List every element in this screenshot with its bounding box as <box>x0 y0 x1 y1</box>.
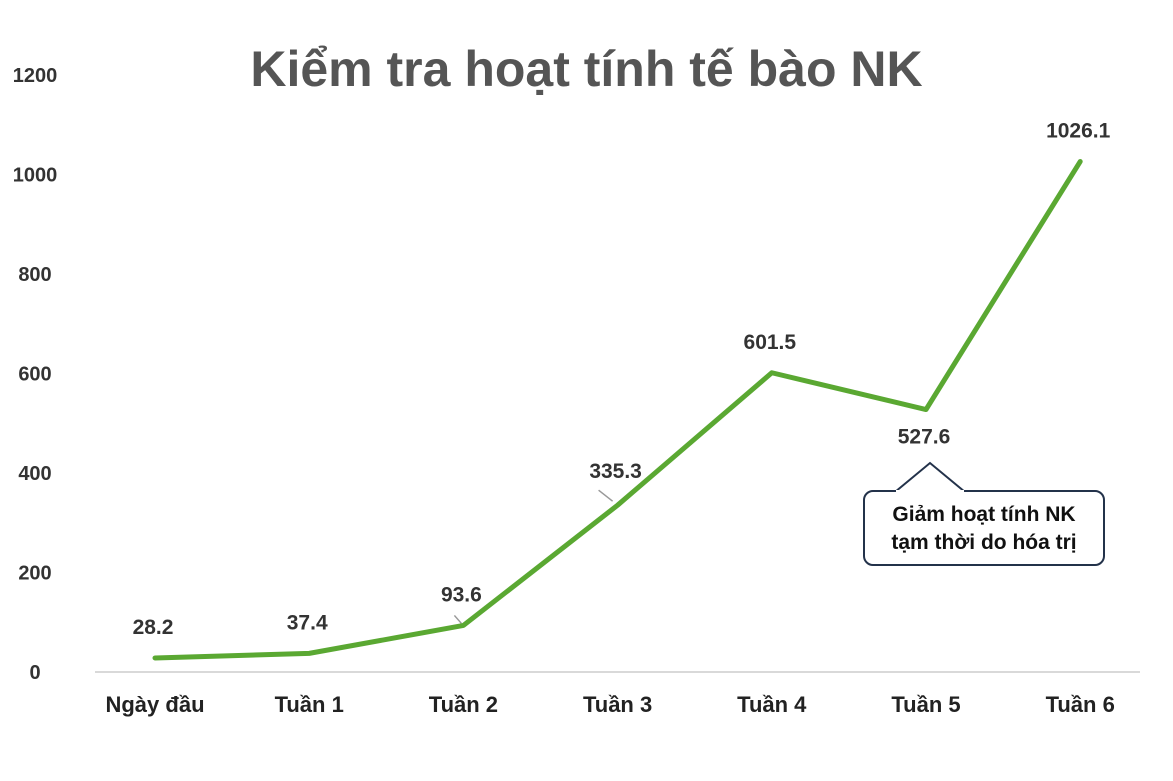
data-label: 37.4 <box>287 611 328 634</box>
x-tick-label: Tuần 4 <box>737 692 807 717</box>
data-label: 93.6 <box>441 583 482 606</box>
y-tick-label: 1000 <box>13 165 58 187</box>
leader-line <box>598 489 614 502</box>
annotation-callout: Giảm hoạt tính NK tạm thời do hóa trị <box>863 490 1105 566</box>
x-tick-label: Tuần 6 <box>1046 692 1115 717</box>
annotation-line-1: Giảm hoạt tính NK <box>892 503 1076 526</box>
y-tick-label: 800 <box>18 264 51 286</box>
x-tick-label: Tuần 1 <box>275 692 344 717</box>
chart-title: Kiểm tra hoạt tính tế bào NK <box>250 41 923 97</box>
x-tick-label: Ngày đầu <box>105 692 204 717</box>
y-tick-label: 0 <box>29 662 40 684</box>
data-label: 601.5 <box>744 331 797 354</box>
data-label: 527.6 <box>898 426 951 449</box>
y-tick-label: 400 <box>18 463 51 485</box>
leader-line <box>453 614 462 624</box>
series-line <box>152 159 1083 661</box>
data-label: 1026.1 <box>1046 120 1111 143</box>
y-tick-label: 600 <box>18 364 51 386</box>
y-tick-label: 1200 <box>13 65 58 87</box>
x-tick-label: Tuần 5 <box>891 692 960 717</box>
x-tick-label: Tuần 2 <box>429 692 498 717</box>
annotation-pointer <box>894 461 966 493</box>
y-tick-label: 200 <box>18 563 51 585</box>
data-label: 335.3 <box>589 460 642 483</box>
x-tick-label: Tuần 3 <box>583 692 652 717</box>
annotation-line-2: tạm thời do hóa trị <box>891 531 1077 554</box>
data-label: 28.2 <box>133 616 174 639</box>
